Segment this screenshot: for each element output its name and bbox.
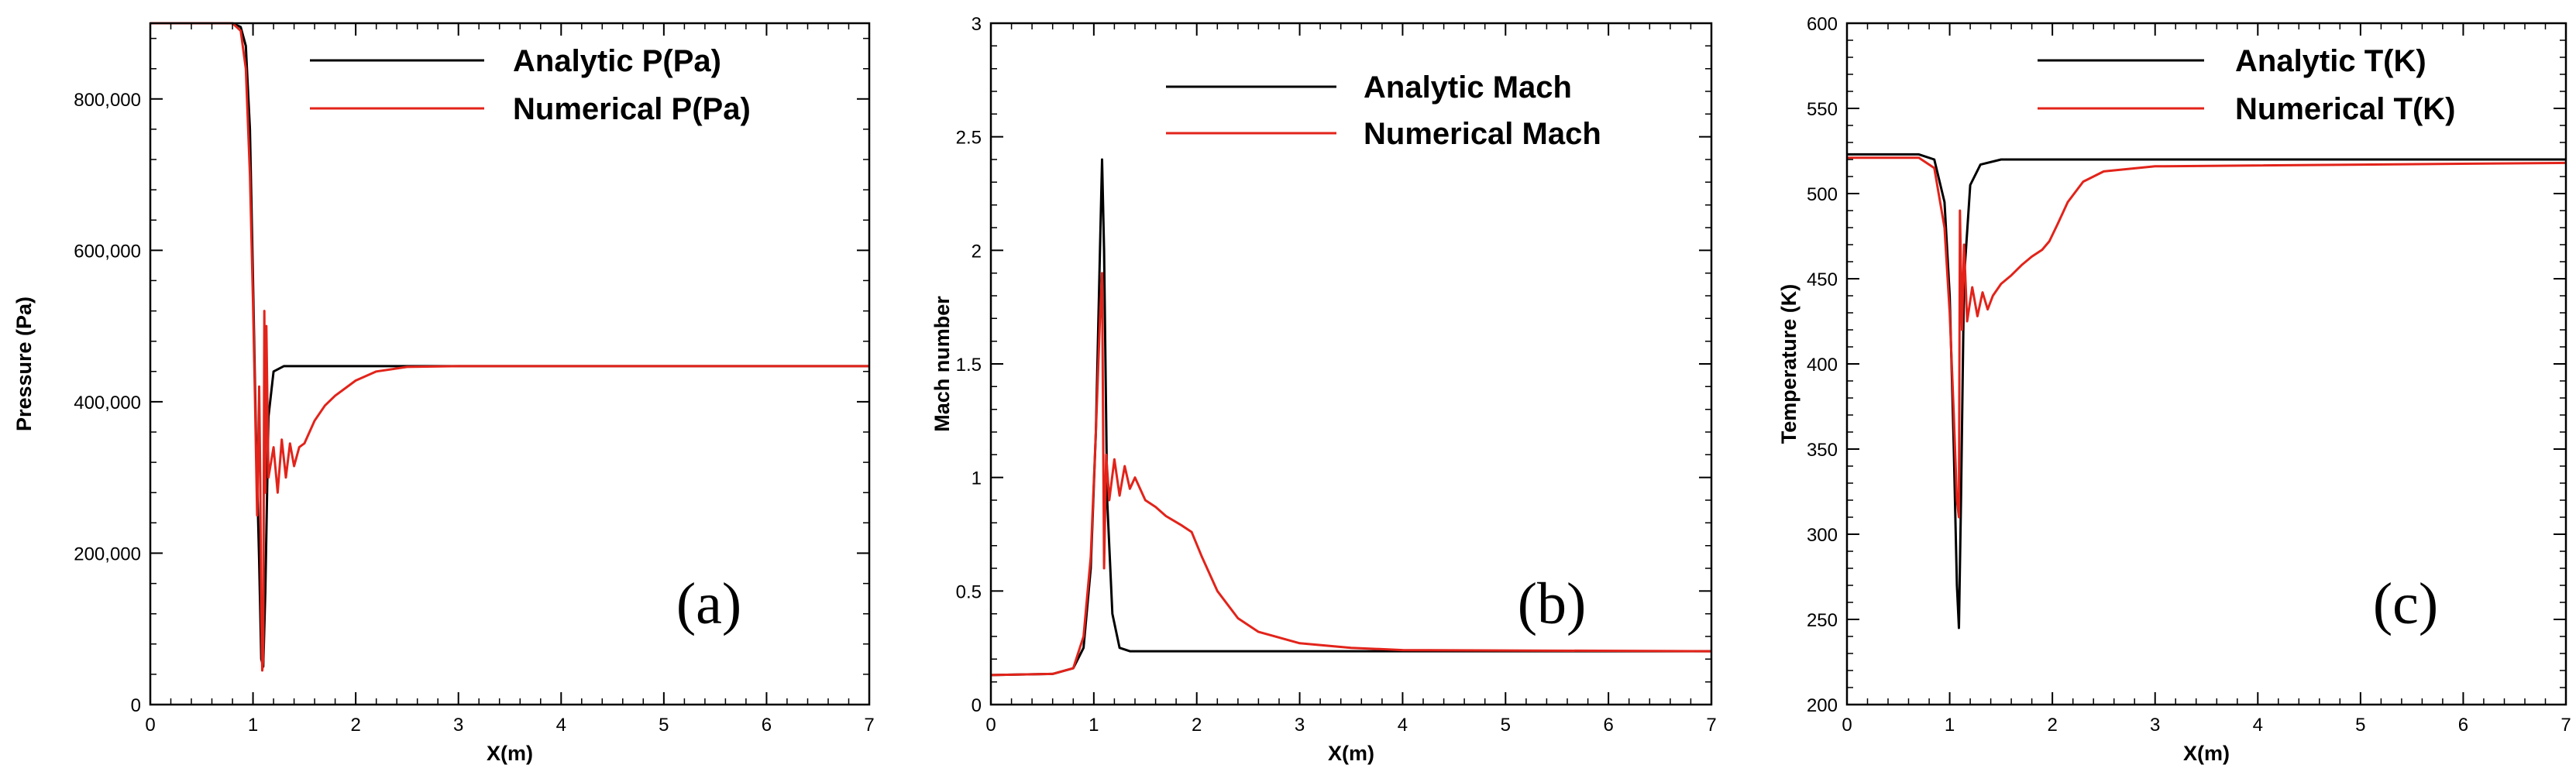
- y-tick-label: 300: [1807, 525, 1838, 546]
- y-tick-label: 400: [1807, 355, 1838, 376]
- chart-panel-1: 0 1 2 3 4 5 6 7 0 200,000 400,000 600,000 800,000 X(m…: [12, 22, 875, 765]
- x-tick-label: 2: [2047, 715, 2057, 736]
- legend-label: Analytic Mach: [1364, 70, 1572, 105]
- x-tick-label: 2: [350, 715, 360, 736]
- y-axis-title: Temperature (K): [1777, 284, 1800, 444]
- x-axis-title: X(m): [2183, 742, 2230, 765]
- x-tick-label: 5: [2355, 715, 2365, 736]
- x-tick-label: 4: [556, 715, 566, 736]
- y-tick-label: 400,000: [74, 393, 141, 413]
- x-tick-label: 7: [2561, 715, 2571, 736]
- plot-frame: [149, 22, 871, 706]
- x-tick-label: 5: [1501, 715, 1511, 736]
- x-tick-label: 0: [145, 715, 155, 736]
- y-tick-label: 1: [972, 468, 982, 489]
- y-tick-label: 2: [972, 241, 982, 262]
- x-tick-label: 7: [864, 715, 874, 736]
- y-tick-label: 600,000: [74, 241, 141, 262]
- y-minor-ticks: [1847, 22, 2566, 705]
- panel-label: (b): [1518, 571, 1587, 636]
- y-tick-label: 450: [1807, 269, 1838, 290]
- x-tick-label: 3: [2150, 715, 2160, 736]
- y-minor-ticks: [150, 37, 869, 705]
- series-line-analytic: [150, 22, 869, 668]
- y-tick-label: 0: [131, 695, 141, 716]
- y-tick-label: 200,000: [74, 544, 141, 564]
- y-tick-label: 0.5: [956, 581, 982, 602]
- y-tick-label: 550: [1807, 99, 1838, 120]
- x-minor-ticks: [1846, 23, 2567, 705]
- y-tick-label: 1.5: [956, 355, 982, 376]
- series-line-numerical: [150, 22, 869, 672]
- x-tick-label: 1: [248, 715, 258, 736]
- series-line-analytic: [1847, 153, 2566, 629]
- y-tick-label: 350: [1807, 440, 1838, 461]
- x-tick-label: 0: [1842, 715, 1852, 736]
- x-tick-label: 3: [453, 715, 463, 736]
- x-tick-label: 6: [762, 715, 772, 736]
- panel-label: (a): [676, 571, 741, 636]
- y-tick-label: 0: [972, 695, 982, 716]
- x-axis-title: X(m): [487, 742, 533, 765]
- x-tick-label: 2: [1192, 715, 1202, 736]
- y-tick-label: 200: [1807, 695, 1838, 716]
- x-tick-label: 5: [659, 715, 669, 736]
- series-line-analytic: [990, 158, 1711, 677]
- legend-label: Analytic T(K): [2235, 44, 2426, 78]
- x-tick-label: 0: [985, 715, 996, 736]
- x-tick-label: 1: [1089, 715, 1099, 736]
- chart-panel-3: 0 1 2 3 4 5 6 7 200 250 300 350 400 450 500 550 600 X(m) T…: [1777, 14, 2571, 765]
- x-tick-label: 4: [2253, 715, 2263, 736]
- x-tick-label: 1: [1945, 715, 1955, 736]
- panel-label: (c): [2373, 571, 2438, 636]
- plot-frame: [989, 22, 1713, 706]
- x-tick-label: 6: [1603, 715, 1613, 736]
- legend-label: Numerical Mach: [1364, 117, 1601, 151]
- y-tick-label: 2.5: [956, 128, 982, 149]
- legend-label: Numerical P(Pa): [513, 92, 751, 126]
- legend: Analytic T(K) Numerical T(K): [2038, 44, 2456, 126]
- y-axis-title: Pressure (Pa): [12, 297, 36, 431]
- series-line-numerical: [1847, 156, 2567, 519]
- y-axis-title: Mach number: [930, 296, 954, 432]
- x-tick-label: 4: [1398, 715, 1408, 736]
- y-tick-label: 3: [972, 14, 982, 35]
- legend-label: Numerical T(K): [2235, 92, 2456, 126]
- x-tick-label: 6: [2458, 715, 2468, 736]
- x-tick-label: 7: [1706, 715, 1716, 736]
- legend: Analytic P(Pa) Numerical P(Pa): [310, 44, 751, 126]
- x-minor-ticks: [150, 23, 870, 705]
- x-tick-label: 3: [1295, 715, 1305, 736]
- chart-panel-2: 0 1 2 3 4 5 6 7 0 0.5 1 1.5 2 2.5 3 X(m) Mach number Anal…: [930, 14, 1717, 765]
- x-axis-title: X(m): [1328, 742, 1374, 765]
- plot-frame: [1845, 22, 2567, 706]
- series-line-numerical: [990, 272, 1712, 677]
- y-tick-label: 500: [1807, 184, 1838, 205]
- y-tick-label: 800,000: [74, 90, 141, 111]
- y-tick-label: 600: [1807, 14, 1838, 35]
- y-tick-label: 250: [1807, 610, 1838, 631]
- legend: Analytic Mach Numerical Mach: [1166, 70, 1601, 151]
- legend-label: Analytic P(Pa): [513, 44, 721, 78]
